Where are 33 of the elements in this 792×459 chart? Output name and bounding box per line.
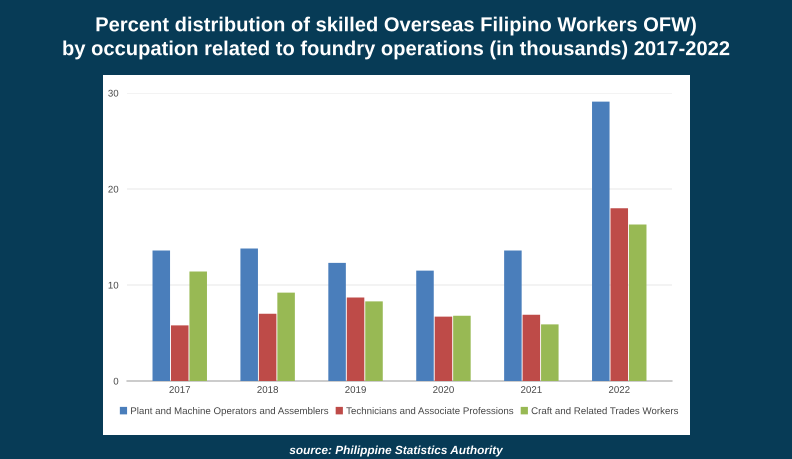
- y-tick-label: 0: [114, 378, 118, 385]
- bar: [328, 262, 346, 381]
- x-tick-label: 2020: [433, 386, 454, 393]
- bar: [277, 292, 295, 381]
- bar: [610, 208, 628, 381]
- bar: [240, 248, 258, 381]
- x-tick-label: 2019: [345, 386, 366, 393]
- bar: [365, 301, 383, 381]
- x-tick-label: 2018: [257, 386, 278, 393]
- bar: [170, 325, 189, 381]
- y-tick-label: 10: [108, 282, 118, 289]
- legend-label: Craft and Related Trades Workers: [532, 407, 678, 414]
- legend-label: Technicians and Associate Professions: [346, 407, 514, 414]
- bar: [592, 102, 610, 381]
- legend-label: Plant and Machine Operators and Assemblers: [131, 407, 328, 416]
- y-tick-label: 20: [108, 186, 118, 193]
- bar: [541, 324, 559, 381]
- bar: [416, 270, 434, 381]
- chart-title: Percent distribution of skilled Overseas Filipino Workers OFW) by occupation related to foundry operations (in thousands) 2017-2022: [63, 16, 730, 60]
- bar: [434, 316, 452, 381]
- bar: [522, 314, 540, 381]
- bar: [152, 250, 170, 381]
- bar: [189, 272, 207, 381]
- x-tick-label: 2022: [608, 386, 630, 393]
- source-note: source: Philippine Statistics Authority: [289, 445, 504, 457]
- x-tick-label: 2017: [169, 386, 190, 393]
- bar: [504, 250, 522, 381]
- bar: [346, 297, 364, 381]
- bar: [453, 316, 471, 381]
- x-tick-label: 2021: [521, 386, 542, 393]
- bar: [628, 224, 646, 381]
- y-tick-label: 30: [108, 90, 118, 97]
- bar: [258, 314, 276, 381]
